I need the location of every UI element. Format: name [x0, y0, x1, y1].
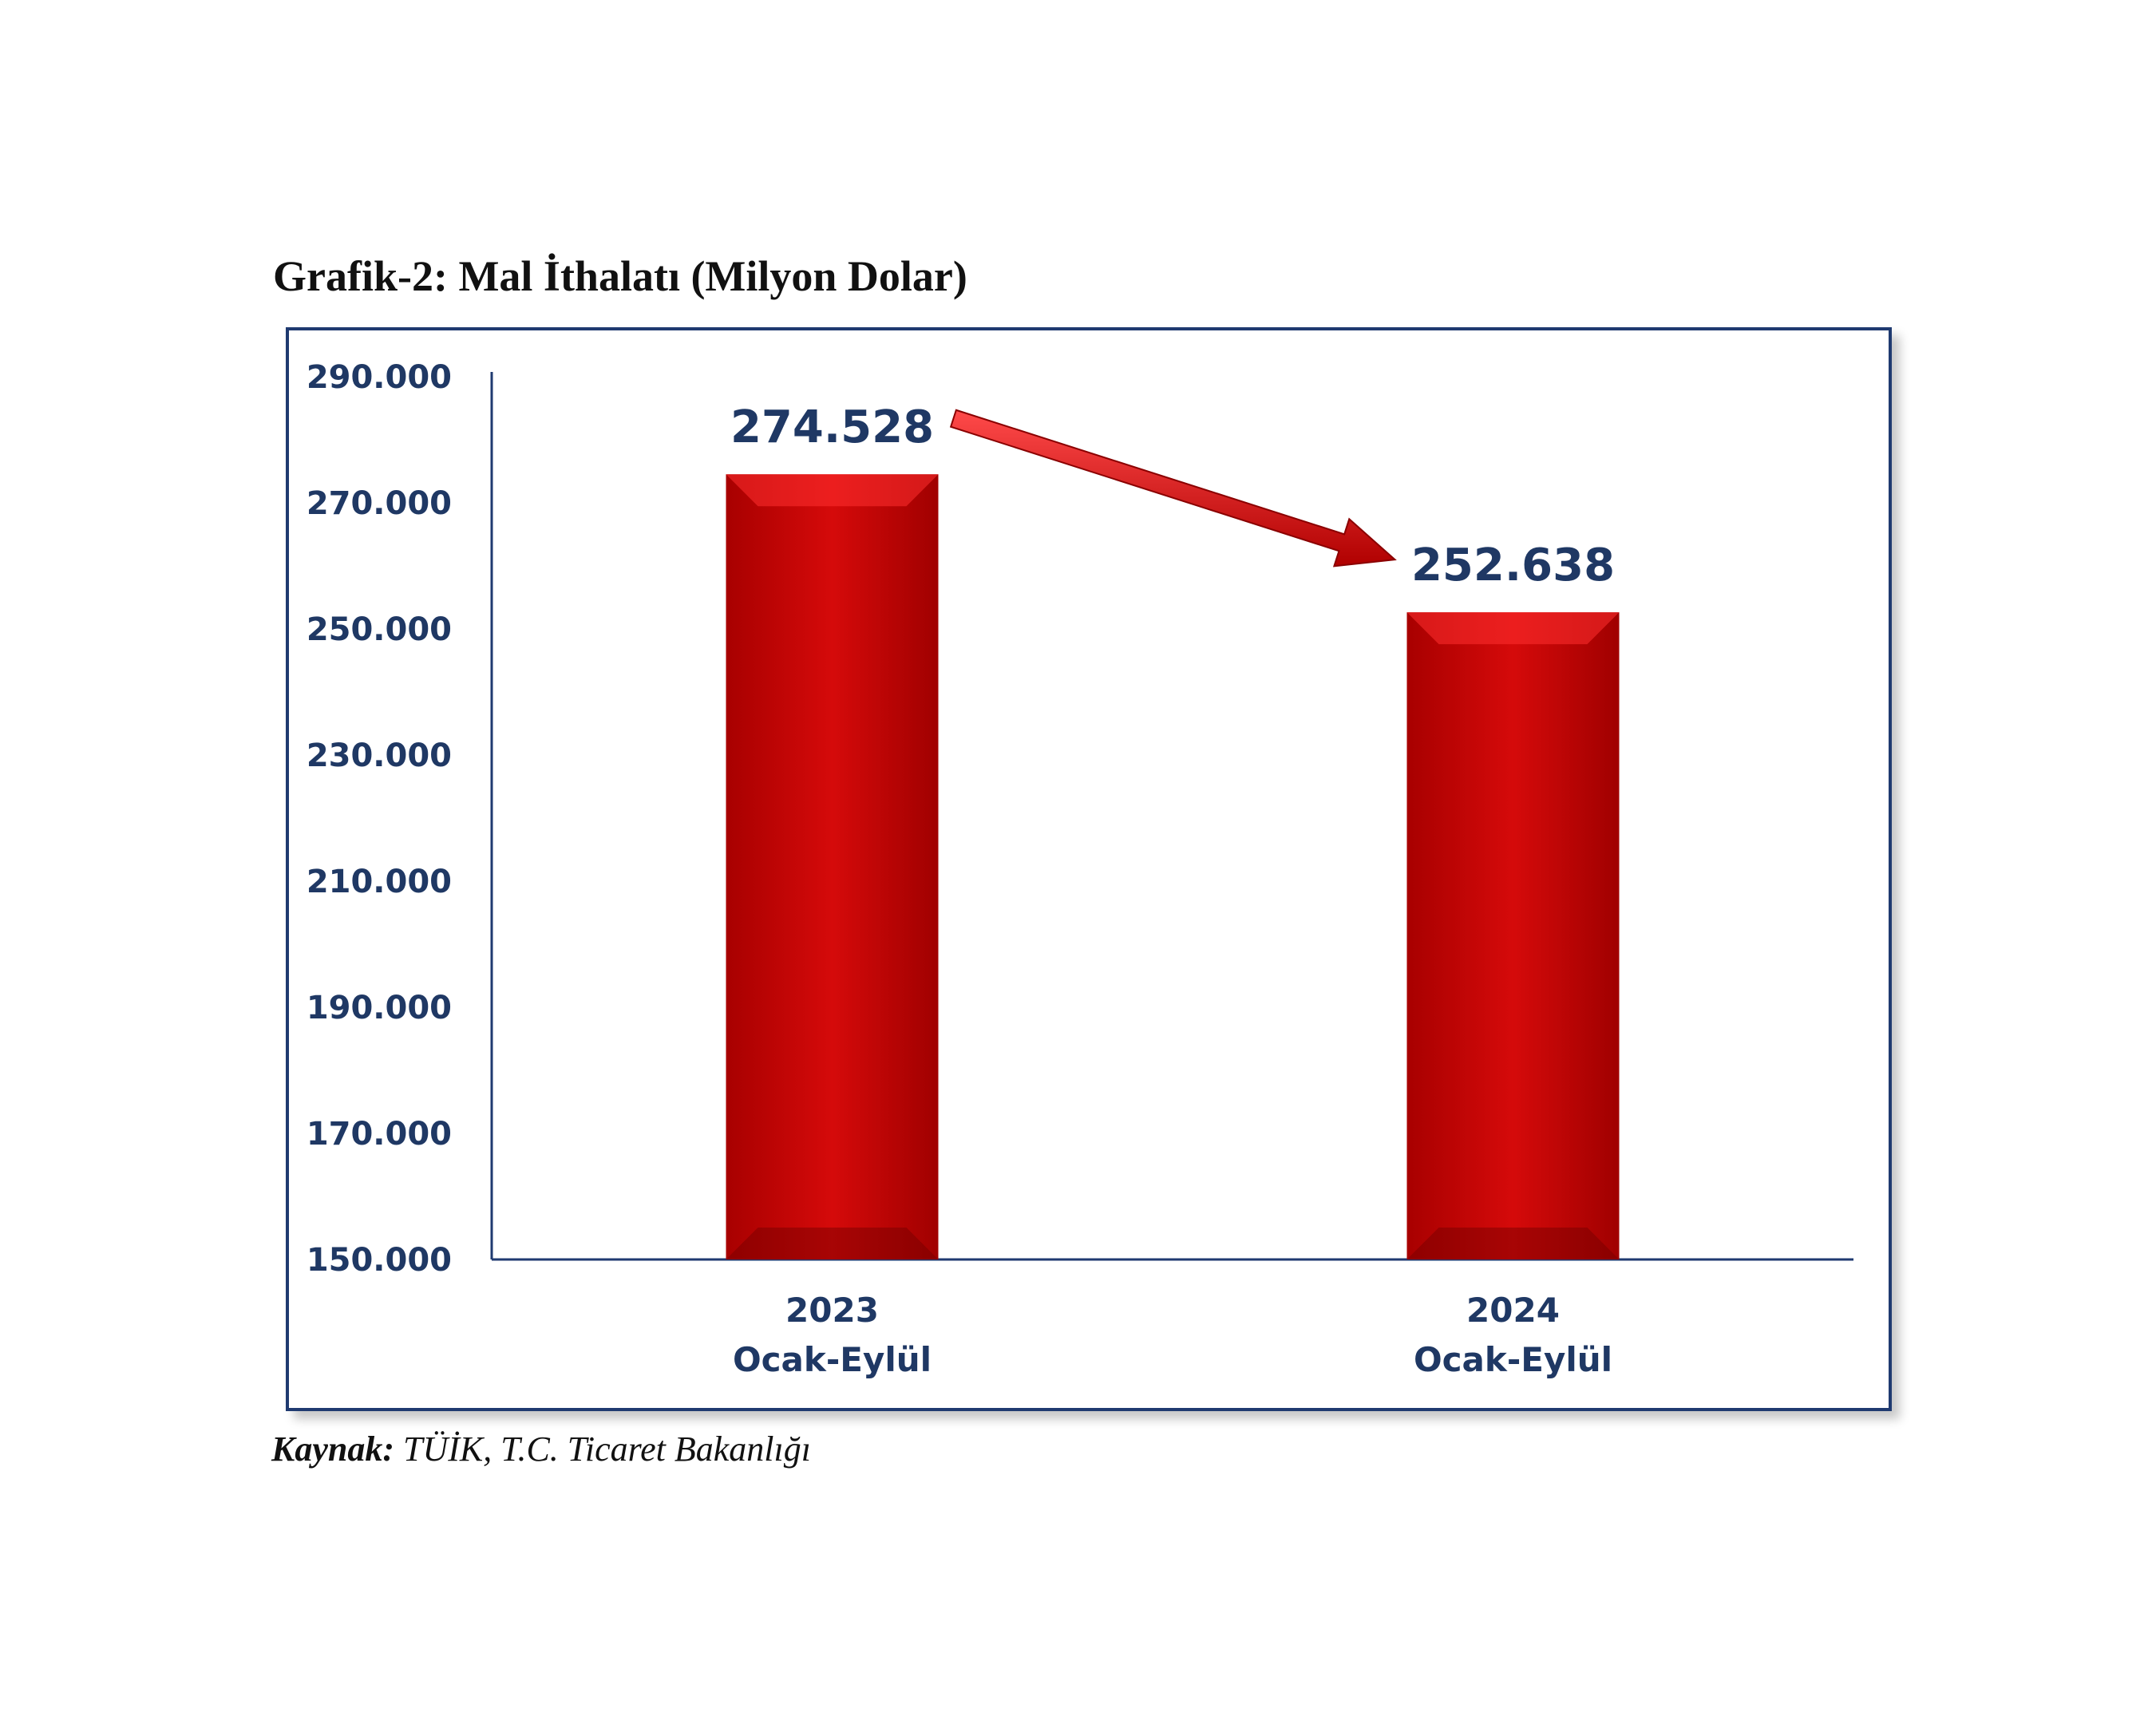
y-tick-label: 270.000: [307, 485, 452, 522]
bar-body: [726, 474, 939, 1259]
chart-frame: 150.000 170.000 190.000 210.000 230.000 250.0…: [286, 327, 1892, 1411]
data-label: 274.528: [730, 401, 934, 453]
bar-bevel-bottom: [726, 1228, 939, 1259]
y-tick-label: 210.000: [307, 864, 452, 900]
y-tick-label: 230.000: [307, 737, 452, 774]
source-note: Kaynak: TÜİK, T.C. Ticaret Bakanlığı: [271, 1429, 811, 1469]
source-label: Kaynak:: [271, 1429, 394, 1469]
y-tick-label: 250.000: [307, 611, 452, 648]
down-arrow-icon: [949, 409, 1397, 567]
y-tick-label: 150.000: [307, 1242, 452, 1279]
bar-chart: 150.000 170.000 190.000 210.000 230.000 250.0…: [307, 359, 1853, 1379]
bar: [1406, 612, 1620, 1259]
bar: [726, 474, 939, 1259]
chart-title: Grafik-2: Mal İthalatı (Milyon Dolar): [273, 252, 967, 300]
y-tick-label: 190.000: [307, 990, 452, 1026]
x-tick-label-year: 2024: [1466, 1291, 1560, 1330]
y-tick-label: 290.000: [307, 359, 452, 396]
source-text: TÜİK, T.C. Ticaret Bakanlığı: [394, 1429, 811, 1469]
bar-body: [1406, 612, 1620, 1259]
data-label: 252.638: [1411, 540, 1615, 591]
bar-bevel-bottom: [1406, 1228, 1620, 1259]
y-tick-label: 170.000: [307, 1116, 452, 1153]
x-tick-label-period: Ocak-Eylül: [733, 1340, 932, 1379]
bar-bevel-top: [1406, 612, 1620, 645]
x-tick-label-year: 2023: [785, 1291, 879, 1330]
bar-bevel-top: [726, 474, 939, 507]
x-tick-label-period: Ocak-Eylül: [1414, 1340, 1612, 1379]
